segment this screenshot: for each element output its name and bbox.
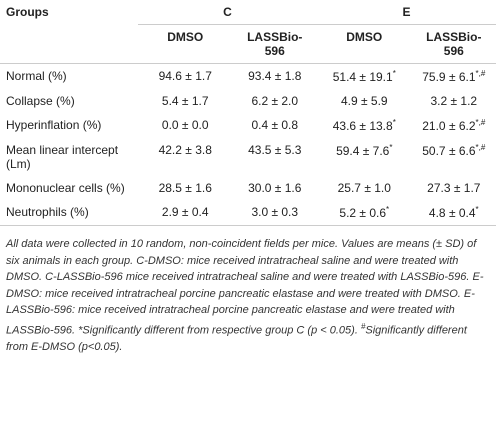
value-text: 0.4 ± 0.8: [251, 118, 299, 132]
value-cell: 3.2 ± 1.2: [412, 89, 496, 113]
table-row: Collapse (%) 5.4 ± 1.7 6.2 ± 2.0 4.9 ± 5.9 3…: [0, 89, 496, 113]
row-label: Collapse (%): [6, 94, 75, 108]
value-cell: 5.4 ± 1.7: [138, 89, 233, 113]
column-header: LASSBio-596: [411, 24, 496, 64]
group-c-header: C: [137, 0, 317, 25]
row-label: Mononuclear cells (%): [6, 181, 125, 195]
value-cell: 59.4 ± 7.6*: [317, 138, 412, 176]
value-cell: 28.5 ± 1.6: [138, 176, 233, 200]
groups-header: Groups: [6, 5, 49, 19]
row-label: Normal (%): [6, 69, 67, 83]
value-cell: 5.2 ± 0.6*: [316, 200, 412, 226]
value-cell: 3.0 ± 0.3: [232, 200, 317, 226]
value-text: 4.9 ± 5.9: [340, 94, 388, 108]
column-header: DMSO: [137, 24, 233, 64]
table-row: Mononuclear cells (%) 28.5 ± 1.6 30.0 ± 1.…: [0, 176, 496, 200]
value-cell: 93.4 ± 1.8: [233, 64, 317, 90]
value-text: 75.9 ± 6.1: [422, 70, 476, 84]
significance-mark: *: [386, 205, 390, 214]
value-cell: 4.9 ± 5.9: [317, 89, 412, 113]
value-cell: 4.8 ± 0.4*: [411, 200, 496, 226]
value-text: 4.8 ± 0.4: [428, 206, 476, 220]
value-text: 43.5 ± 5.3: [248, 143, 302, 157]
value-cell: 51.4 ± 19.1*: [317, 64, 412, 90]
value-cell: 42.2 ± 3.8: [138, 138, 233, 176]
header-row: Groups C E: [0, 0, 496, 25]
value-text: 21.0 ± 6.2: [422, 119, 476, 133]
value-cell: 0.0 ± 0.0: [138, 113, 233, 138]
column-header: LASSBio-596: [232, 24, 317, 64]
table-row: Hyperinflation (%) 0.0 ± 0.0 0.4 ± 0.8 43.6…: [0, 113, 496, 138]
value-text: 93.4 ± 1.8: [248, 69, 302, 83]
footnote-symbol: #: [360, 321, 366, 331]
value-text: 25.7 ± 1.0: [337, 181, 391, 195]
group-e-header: E: [316, 0, 496, 25]
value-cell: 6.2 ± 2.0: [233, 89, 317, 113]
table-body: Normal (%) 94.6 ± 1.7 93.4 ± 1.8 51.4 ± 19.…: [0, 64, 496, 226]
row-label: Hyperinflation (%): [6, 118, 102, 132]
subheader-row: DMSO LASSBio-596 DMSO LASSBio-596: [0, 24, 496, 64]
value-cell: 94.6 ± 1.7: [138, 64, 233, 90]
value-text: 5.2 ± 0.6: [339, 206, 387, 220]
value-cell: 25.7 ± 1.0: [317, 176, 412, 200]
value-text: 50.7 ± 6.6: [422, 144, 476, 158]
table-row: Neutrophils (%) 2.9 ± 0.4 3.0 ± 0.3 5.2 ± 0…: [0, 200, 496, 226]
significance-mark: *: [392, 69, 396, 78]
footnote: All data were collected in 10 random, no…: [0, 226, 496, 355]
significance-mark: *: [392, 118, 396, 127]
significance-mark: *,#: [475, 118, 486, 127]
value-cell: 30.0 ± 1.6: [233, 176, 317, 200]
row-label: Mean linear intercept (Lm): [6, 143, 119, 171]
value-text: 94.6 ± 1.7: [158, 69, 212, 83]
value-text: 3.0 ± 0.3: [251, 205, 299, 219]
value-text: 0.0 ± 0.0: [161, 118, 209, 132]
footnote-text: Significantly different from E-DMSO (p<0…: [6, 324, 467, 353]
value-text: 2.9 ± 0.4: [161, 205, 209, 219]
value-text: 6.2 ± 2.0: [251, 94, 299, 108]
value-cell: 21.0 ± 6.2*,#: [412, 113, 496, 138]
table-row: Normal (%) 94.6 ± 1.7 93.4 ± 1.8 51.4 ± 19.…: [0, 64, 496, 90]
column-header: DMSO: [316, 24, 412, 64]
value-cell: 0.4 ± 0.8: [233, 113, 317, 138]
value-cell: 43.6 ± 13.8*: [317, 113, 412, 138]
significance-mark: *: [475, 205, 479, 214]
value-cell: 50.7 ± 6.6*,#: [412, 138, 496, 176]
value-cell: 2.9 ± 0.4: [137, 200, 233, 226]
significance-mark: *,#: [475, 143, 486, 152]
value-text: 43.6 ± 13.8: [332, 119, 393, 133]
table-row: Mean linear intercept (Lm) 42.2 ± 3.8 43.5…: [0, 138, 496, 176]
empty-header: [0, 24, 138, 64]
value-text: 3.2 ± 1.2: [430, 94, 478, 108]
value-text: 5.4 ± 1.7: [161, 94, 209, 108]
value-cell: 43.5 ± 5.3: [233, 138, 317, 176]
significance-mark: *,#: [475, 69, 486, 78]
row-label: Neutrophils (%): [0, 200, 138, 226]
value-text: 42.2 ± 3.8: [158, 143, 212, 157]
value-text: 28.5 ± 1.6: [158, 181, 212, 195]
value-text: 51.4 ± 19.1: [332, 70, 393, 84]
value-text: 59.4 ± 7.6: [336, 144, 390, 158]
significance-mark: *: [389, 143, 393, 152]
footnote-text: All data were collected in 10 random, no…: [6, 238, 484, 337]
value-text: 30.0 ± 1.6: [248, 181, 302, 195]
value-cell: 75.9 ± 6.1*,#: [412, 64, 496, 90]
value-text: 27.3 ± 1.7: [427, 181, 481, 195]
value-cell: 27.3 ± 1.7: [412, 176, 496, 200]
data-table: Groups C E DMSO LASSBio-596 DMSO LASSBio-59…: [0, 0, 496, 226]
